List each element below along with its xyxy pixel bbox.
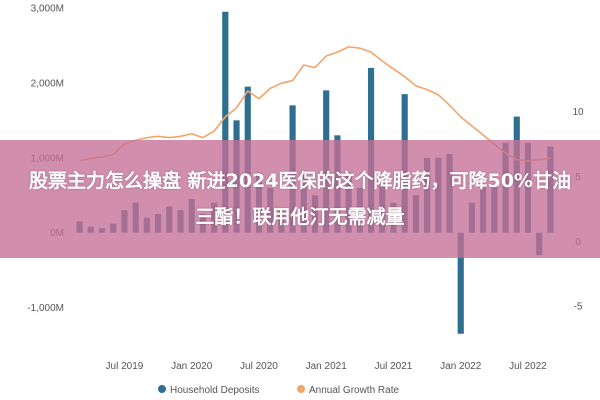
x-axis-tick-label: Jan 2021: [306, 361, 348, 372]
right-axis-tick-label: 10: [572, 107, 584, 118]
x-axis-tick-label: Jul 2021: [375, 361, 413, 372]
legend-label-household-deposits: Household Deposits: [170, 385, 260, 396]
line-annual-growth-rate: [79, 46, 551, 162]
legend-marker-household-deposits: [158, 385, 166, 393]
left-axis-tick-label: 2,000M: [31, 78, 64, 89]
left-axis-tick-label: 3,000M: [31, 4, 64, 15]
headline-banner: 股票主力怎么操盘 新进2024医保的这个降脂药，可降50%甘油三酯！联用他汀无需…: [0, 140, 600, 258]
bar-household-deposits-2022-01: [457, 232, 464, 334]
x-axis-tick-label: Jul 2020: [240, 361, 278, 372]
headline-text: 股票主力怎么操盘 新进2024医保的这个降脂药，可降50%甘油三酯！联用他汀无需…: [29, 170, 571, 228]
x-axis-tick-label: Jul 2022: [509, 361, 547, 372]
x-axis: Jul 2019 Jan 2020 Jul 2020 Jan 2021 Jul 2021…: [106, 361, 548, 372]
legend-marker-annual-growth-rate: [297, 385, 305, 393]
right-axis-tick-label: -5: [574, 302, 583, 313]
legend: Household Deposits Annual Growth Rate: [158, 385, 399, 396]
x-axis-tick-label: Jan 2020: [171, 361, 213, 372]
bar-household-deposits-2020-04: [222, 11, 229, 233]
legend-label-annual-growth-rate: Annual Growth Rate: [309, 385, 399, 396]
x-axis-tick-label: Jan 2022: [440, 361, 482, 372]
left-axis-tick-label: -1,000M: [27, 303, 64, 314]
x-axis-tick-label: Jul 2019: [106, 361, 144, 372]
line-layer: [79, 46, 551, 162]
